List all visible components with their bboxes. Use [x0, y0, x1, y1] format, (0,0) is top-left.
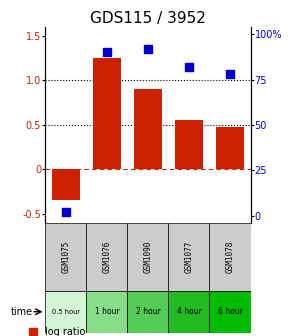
Text: GSM1090: GSM1090 — [144, 241, 152, 273]
Point — [187, 64, 191, 70]
Bar — [52, 169, 80, 200]
Text: 1 hour: 1 hour — [95, 307, 119, 316]
Bar — [216, 127, 244, 169]
Text: GSM1078: GSM1078 — [226, 241, 234, 273]
Bar — [134, 89, 162, 169]
Point — [146, 46, 150, 51]
Bar — [209, 291, 251, 333]
Bar — [175, 120, 203, 169]
Point — [228, 71, 232, 77]
Text: 6 hour: 6 hour — [218, 307, 242, 316]
Bar — [45, 222, 86, 291]
Point — [105, 50, 109, 55]
Bar — [127, 291, 168, 333]
Bar — [86, 291, 127, 333]
Bar — [45, 291, 86, 333]
Text: 2 hour: 2 hour — [136, 307, 160, 316]
Bar — [209, 222, 251, 291]
Text: 4 hour: 4 hour — [177, 307, 201, 316]
Legend: log ratio, percentile rank within the sample: log ratio, percentile rank within the sa… — [29, 328, 210, 336]
Text: GSM1077: GSM1077 — [185, 241, 193, 273]
Text: GSM1076: GSM1076 — [103, 241, 111, 273]
Bar — [168, 291, 209, 333]
Text: GSM1075: GSM1075 — [62, 241, 70, 273]
Text: 0.5 hour: 0.5 hour — [52, 309, 80, 315]
Text: time: time — [11, 307, 33, 317]
Title: GDS115 / 3952: GDS115 / 3952 — [90, 11, 206, 26]
Bar — [93, 58, 121, 169]
Bar — [127, 222, 168, 291]
Point — [64, 209, 68, 215]
Bar — [86, 222, 127, 291]
Bar — [168, 222, 209, 291]
